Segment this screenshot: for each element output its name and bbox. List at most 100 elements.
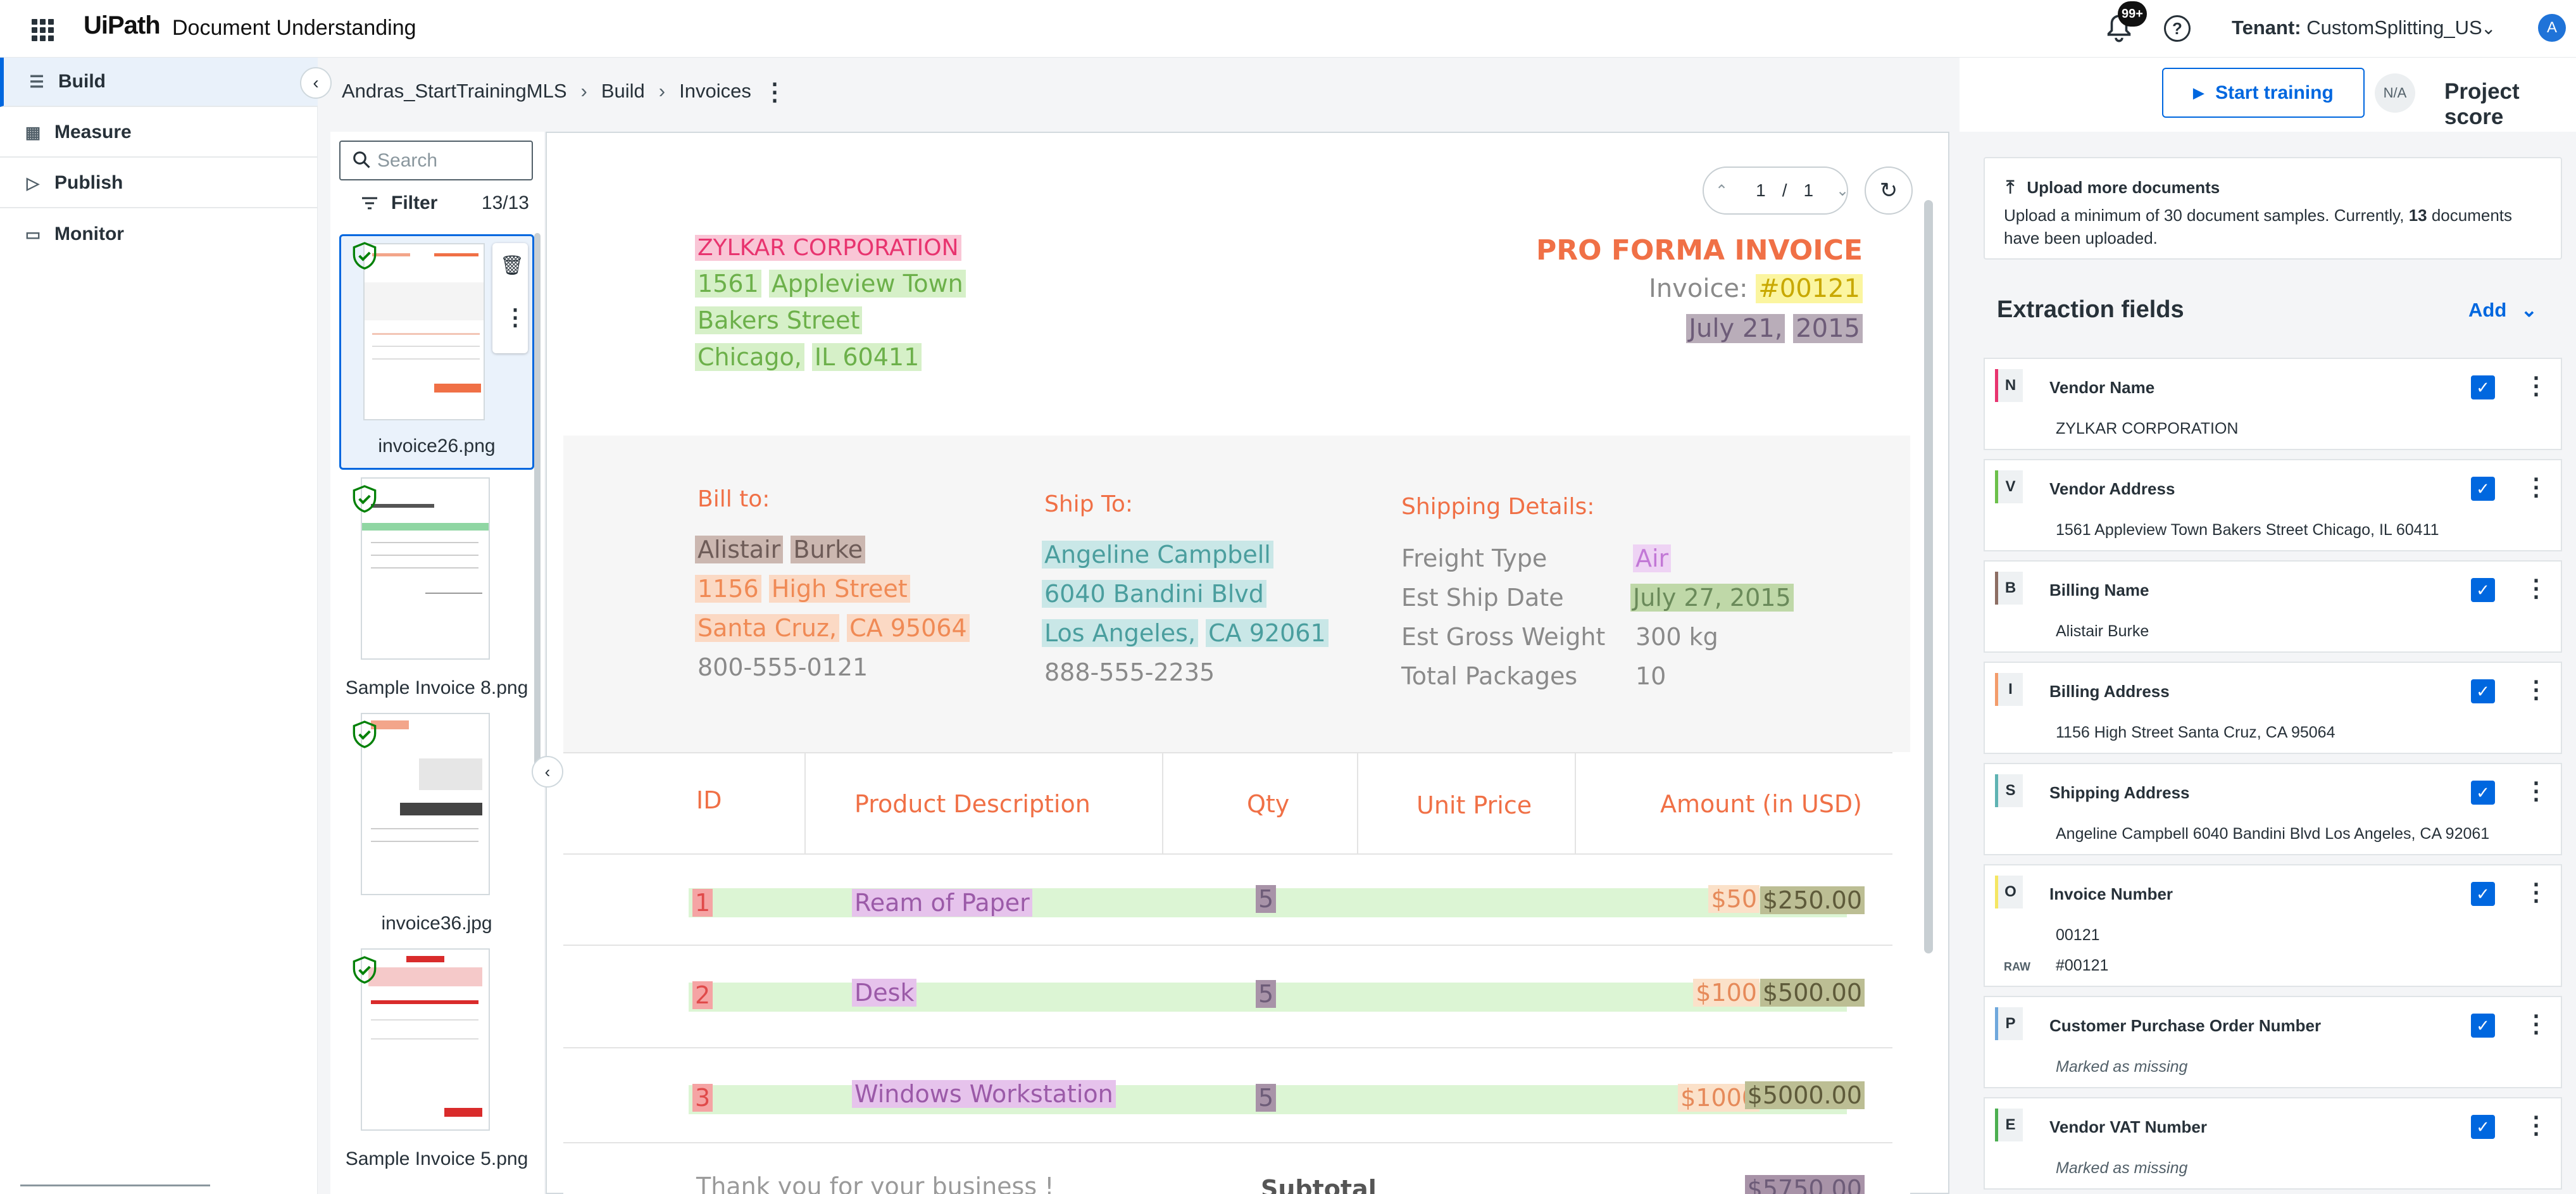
field-checkbox[interactable]: ✓ bbox=[2471, 1115, 2495, 1139]
invoice-title: PRO FORMA INVOICE bbox=[1536, 234, 1863, 267]
vendor-name-line[interactable]: ZYLKAR CORPORATION bbox=[695, 235, 961, 261]
field-value: Marked as missing bbox=[2056, 1159, 2188, 1177]
sidebar-item-build[interactable]: ☰ Build bbox=[0, 58, 318, 107]
extraction-field[interactable]: V Vendor Address 1561 Appleview Town Bak… bbox=[1984, 459, 2562, 551]
extraction-field[interactable]: S Shipping Address Angeline Campbell 604… bbox=[1984, 763, 2562, 855]
upload-title[interactable]: ⤒ Upload more documents bbox=[2006, 177, 2220, 198]
ship-date-value[interactable]: July 27, 2015 bbox=[1630, 584, 1794, 612]
ship-address-line[interactable]: Los Angeles, CA 92061 bbox=[1042, 619, 1329, 647]
field-checkbox[interactable]: ✓ bbox=[2471, 679, 2495, 703]
more-options-icon[interactable]: ⋮ bbox=[504, 304, 527, 330]
ship-date-token: July 27, 2015 bbox=[1630, 584, 1794, 612]
search-input[interactable]: Search bbox=[339, 141, 533, 180]
vendor-address-line[interactable]: 1561 Appleview Town bbox=[695, 270, 966, 298]
raw-value: #00121 bbox=[2056, 957, 2109, 974]
apps-grid-icon[interactable] bbox=[30, 18, 54, 41]
field-letter: B bbox=[1995, 572, 2023, 605]
sidebar-item-measure[interactable]: ▦ Measure bbox=[0, 108, 318, 158]
collapse-sidebar-button[interactable]: ‹ bbox=[300, 67, 332, 99]
notifications-button[interactable]: 99+ bbox=[2106, 1, 2147, 44]
shield-check-icon bbox=[353, 485, 377, 513]
filter-label: Filter bbox=[391, 192, 438, 213]
chevron-down-icon[interactable]: ⌄ bbox=[1836, 182, 1849, 199]
add-field-button[interactable]: Add ⌄ bbox=[2468, 299, 2537, 322]
filter-row[interactable]: Filter 13/13 bbox=[361, 192, 544, 214]
invoice-number-highlight: #00121 bbox=[1756, 274, 1863, 303]
bill-name-line[interactable]: Alistair Burke bbox=[695, 536, 866, 563]
shield-check-icon bbox=[353, 720, 377, 748]
field-checkbox[interactable]: ✓ bbox=[2471, 477, 2495, 501]
subtotal-label: Subtotal bbox=[1261, 1175, 1377, 1194]
sidebar-item-monitor[interactable]: ▭ Monitor bbox=[0, 210, 318, 259]
invoice-number-line[interactable]: Invoice: #00121 bbox=[1649, 274, 1863, 303]
breadcrumb-build[interactable]: Build bbox=[601, 80, 645, 102]
field-checkbox[interactable]: ✓ bbox=[2471, 375, 2495, 399]
row-amount: $250.00 bbox=[1760, 886, 1865, 914]
help-icon[interactable]: ? bbox=[2164, 15, 2191, 42]
ship-address-line[interactable]: 6040 Bandini Blvd bbox=[1042, 580, 1266, 608]
table-header-id: ID bbox=[696, 786, 722, 814]
start-training-button[interactable]: ▶ Start training bbox=[2162, 68, 2365, 118]
bill-address-line[interactable]: Santa Cruz, CA 95064 bbox=[695, 614, 970, 642]
page-current[interactable]: 1 bbox=[1756, 180, 1766, 200]
more-options-icon[interactable]: ⋮ bbox=[763, 79, 787, 106]
vendor-address-line[interactable]: Bakers Street bbox=[695, 306, 863, 334]
qty-token: 5 bbox=[1256, 885, 1277, 913]
more-options-icon[interactable]: ⋮ bbox=[2524, 373, 2548, 399]
top-header: UiPath Document Understanding 99+ ? Tena… bbox=[0, 0, 2576, 58]
field-checkbox[interactable]: ✓ bbox=[2471, 578, 2495, 602]
scrollbar[interactable] bbox=[1924, 200, 1933, 953]
document-thumbnail[interactable]: Sample Invoice 5.png bbox=[339, 948, 534, 1184]
bill-address-line[interactable]: 1156 High Street bbox=[695, 575, 910, 603]
document-name: invoice26.png bbox=[378, 436, 496, 456]
sidebar-item-publish[interactable]: ▷ Publish bbox=[0, 159, 318, 208]
document-count: 13/13 bbox=[481, 192, 529, 213]
chevron-down-icon[interactable]: ⌄ bbox=[2481, 18, 2496, 38]
field-name: Billing Name bbox=[2049, 581, 2149, 600]
extraction-field[interactable]: B Billing Name Alistair Burke ✓ ⋮ bbox=[1984, 560, 2562, 653]
field-letter: I bbox=[1995, 673, 2023, 706]
field-checkbox[interactable]: ✓ bbox=[2471, 781, 2495, 805]
id-token: 3 bbox=[692, 1084, 713, 1112]
upload-card[interactable]: ⤒ Upload more documents Upload a minimum … bbox=[1984, 157, 2562, 260]
collapse-document-list-button[interactable]: ‹ bbox=[532, 756, 563, 788]
document-thumbnail[interactable]: invoice36.jpg bbox=[339, 713, 534, 948]
amount-token: $500.00 bbox=[1760, 979, 1865, 1007]
name-token: Burke bbox=[791, 536, 866, 563]
thumbnail-image bbox=[361, 948, 490, 1131]
tenant-selector[interactable]: Tenant: CustomSplitting_US bbox=[2232, 16, 2482, 39]
breadcrumb-project[interactable]: Andras_StartTrainingMLS bbox=[342, 80, 567, 102]
delete-icon[interactable]: 🗑 bbox=[500, 255, 525, 276]
document-thumbnail[interactable]: Sample Invoice 8.png bbox=[339, 477, 534, 713]
scrollbar[interactable] bbox=[534, 233, 541, 777]
more-options-icon[interactable]: ⋮ bbox=[2524, 677, 2548, 703]
more-options-icon[interactable]: ⋮ bbox=[2524, 778, 2548, 805]
play-icon: ▶ bbox=[2193, 84, 2204, 101]
extraction-field[interactable]: O Invoice Number 00121 RAW #00121 ✓ ⋮ bbox=[1984, 864, 2562, 987]
chevron-left-icon: ‹ bbox=[544, 762, 551, 781]
freight-type-value[interactable]: Air bbox=[1633, 544, 1672, 572]
more-options-icon[interactable]: ⋮ bbox=[2524, 575, 2548, 602]
vendor-address-line[interactable]: Chicago, IL 60411 bbox=[695, 343, 922, 371]
document-thumbnail[interactable]: 🗑 ⋮ invoice26.png bbox=[339, 234, 534, 470]
rotate-button[interactable]: ↻ bbox=[1865, 167, 1913, 215]
extraction-field[interactable]: I Billing Address 1156 High Street Santa… bbox=[1984, 662, 2562, 754]
row-description: Ream of Paper bbox=[852, 889, 1032, 917]
chevron-up-icon[interactable]: ⌃ bbox=[1715, 182, 1729, 199]
checkmark-icon: ✓ bbox=[2476, 1015, 2490, 1035]
extraction-field[interactable]: P Customer Purchase Order Number Marked … bbox=[1984, 996, 2562, 1088]
extraction-field[interactable]: E Vendor VAT Number Marked as missing ✓ … bbox=[1984, 1097, 2562, 1190]
more-options-icon[interactable]: ⋮ bbox=[2524, 474, 2548, 501]
avatar[interactable]: A bbox=[2538, 14, 2566, 42]
field-value: Marked as missing bbox=[2056, 1058, 2188, 1076]
more-options-icon[interactable]: ⋮ bbox=[2524, 879, 2548, 906]
extraction-field[interactable]: N Vendor Name ZYLKAR CORPORATION ✓ ⋮ bbox=[1984, 358, 2562, 450]
more-options-icon[interactable]: ⋮ bbox=[2524, 1112, 2548, 1139]
thumbnail-image bbox=[361, 713, 490, 895]
more-options-icon[interactable]: ⋮ bbox=[2524, 1011, 2548, 1038]
ship-address-line[interactable]: Angeline Campbell bbox=[1042, 541, 1273, 569]
field-checkbox[interactable]: ✓ bbox=[2471, 1014, 2495, 1038]
field-letter: V bbox=[1995, 470, 2023, 503]
field-checkbox[interactable]: ✓ bbox=[2471, 882, 2495, 906]
invoice-date-line[interactable]: July 21, 2015 bbox=[1686, 314, 1863, 343]
